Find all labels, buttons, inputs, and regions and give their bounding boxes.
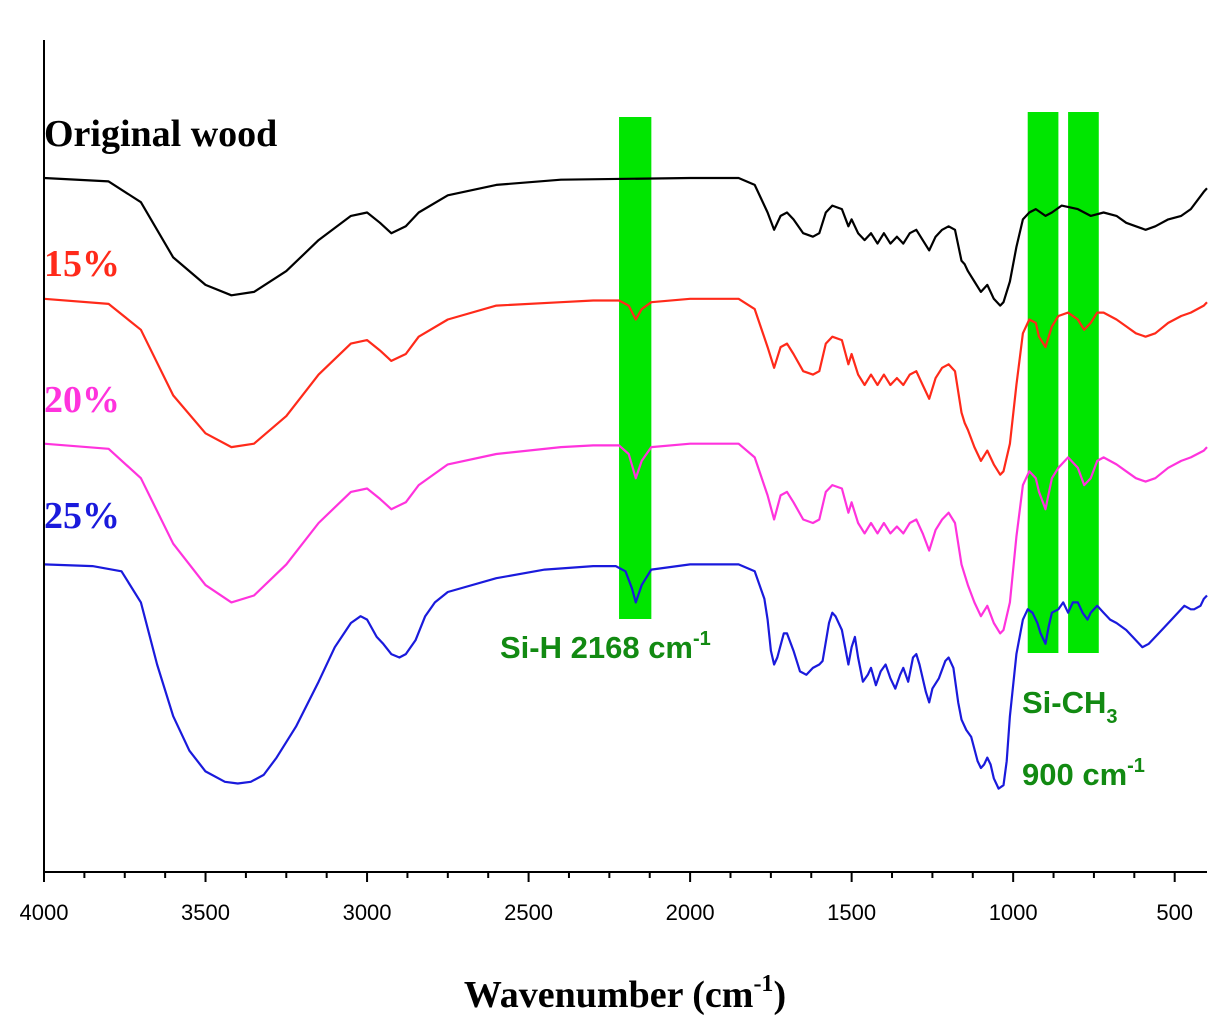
highlight-band-2 bbox=[1027, 112, 1059, 653]
x-axis-title-sup: -1 bbox=[753, 971, 773, 997]
series-line-4 bbox=[43, 563, 1208, 790]
highlight-band-3 bbox=[1068, 112, 1099, 653]
x-axis-title-main: Wavenumber (cm bbox=[464, 974, 754, 1016]
x-tick-label: 3000 bbox=[343, 900, 392, 925]
series-label-25: 25% bbox=[44, 495, 120, 537]
spectra-lines bbox=[43, 176, 1208, 790]
annotation-900-sup: -1 bbox=[1127, 755, 1145, 777]
series-label-20: 20% bbox=[44, 379, 120, 421]
annotation-si-ch3: Si-CH3 bbox=[1022, 685, 1118, 728]
x-tick-label: 3500 bbox=[181, 900, 230, 925]
annotation-si-ch3-main: Si-CH bbox=[1022, 685, 1106, 720]
annotation-si-ch3-sub: 3 bbox=[1106, 706, 1117, 728]
x-tick-label: 4000 bbox=[20, 900, 69, 925]
highlight-band-1 bbox=[619, 117, 652, 619]
series-label-original-wood: Original wood bbox=[44, 113, 277, 155]
annotation-si-h: Si-H 2168 cm-1 bbox=[500, 628, 711, 665]
x-tick-label: 1000 bbox=[989, 900, 1038, 925]
series-label-15: 15% bbox=[44, 243, 120, 285]
x-axis-title: Wavenumber (cm-1) bbox=[464, 971, 786, 1016]
x-ticks: 4000 3500 3000 2500 2000 1500 1000 500 bbox=[20, 872, 1193, 925]
annotation-si-h-main: Si-H 2168 cm bbox=[500, 630, 693, 665]
series-line-2 bbox=[43, 297, 1208, 476]
x-axis-title-end: ) bbox=[773, 974, 786, 1016]
series-line-1 bbox=[43, 176, 1208, 307]
x-tick-label: 2500 bbox=[504, 900, 553, 925]
annotation-900-main: 900 cm bbox=[1022, 757, 1127, 792]
highlight-bands bbox=[619, 112, 1099, 653]
series-line-3 bbox=[43, 442, 1208, 635]
annotation-900: 900 cm-1 bbox=[1022, 755, 1145, 792]
annotation-si-h-sup: -1 bbox=[693, 628, 711, 650]
x-tick-label: 500 bbox=[1156, 900, 1193, 925]
x-tick-label: 2000 bbox=[666, 900, 715, 925]
x-tick-label: 1500 bbox=[827, 900, 876, 925]
